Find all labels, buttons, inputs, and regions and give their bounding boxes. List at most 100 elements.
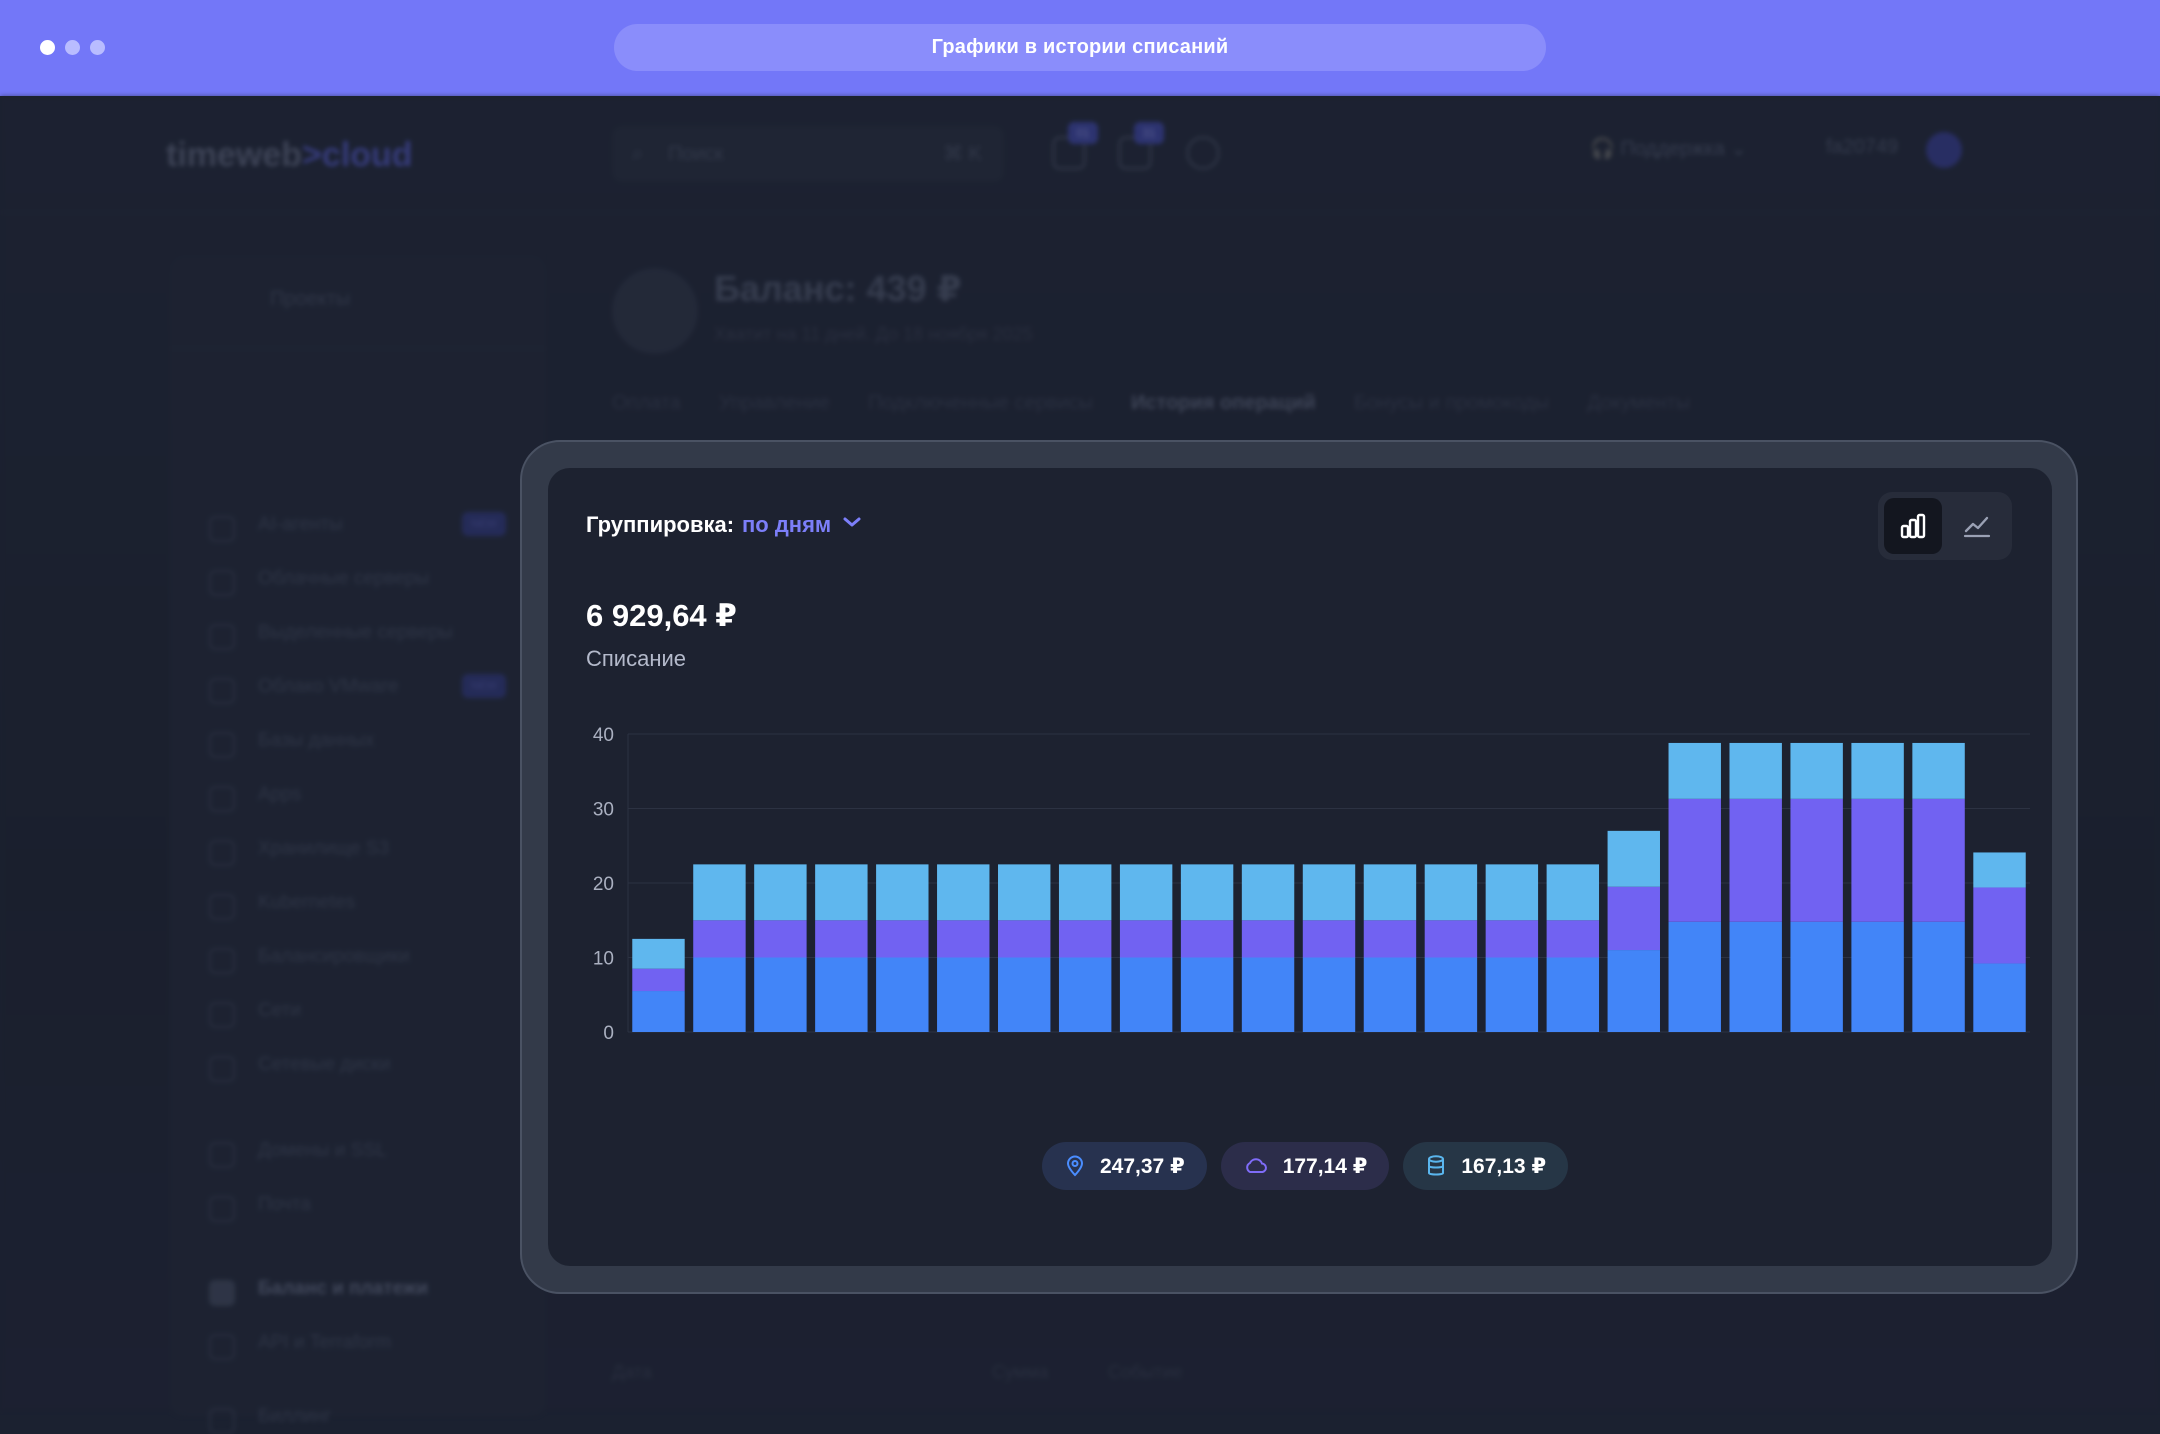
new-badge: NEW (462, 512, 506, 536)
sidebar-item-s3[interactable]: Хранилище S3 (208, 838, 389, 866)
tabs: Оплата Управление Подключенные сервисы И… (612, 392, 1690, 415)
sidebar-item-networks[interactable]: Сети (209, 1000, 301, 1028)
x-tick-label: 21.10 (1000, 1052, 1048, 1054)
support-menu[interactable]: 🎧 Поддержка ⌄ (1590, 138, 1748, 160)
x-tick-label: 04.11 (1855, 1052, 1901, 1054)
sidebar-item-balance[interactable]: Баланс и платежи (208, 1278, 428, 1306)
legend-value: 167,13 ₽ (1461, 1154, 1547, 1178)
sidebar-item-ai-agents[interactable]: AI-агенты (209, 514, 343, 542)
bar-segment (937, 864, 990, 921)
chevron-down-icon[interactable] (840, 510, 864, 534)
balance-title: Баланс: 439 ₽ (714, 268, 962, 309)
search-icon: ⌕ (632, 143, 644, 165)
bar-segment (1973, 963, 2026, 1032)
x-tick-label: 17.10 (757, 1052, 805, 1054)
y-tick-label: 0 (603, 1023, 614, 1044)
sidebar-item-apps[interactable]: Apps (208, 784, 301, 812)
total-caption: Списание (586, 646, 686, 671)
bar-segment (754, 920, 807, 958)
column-amount: Сумма (992, 1362, 1049, 1382)
bar-segment (998, 864, 1051, 921)
bar-segment (1119, 920, 1173, 958)
window-dot-close[interactable] (40, 40, 55, 55)
y-tick-label: 20 (593, 874, 614, 895)
avatar[interactable] (1926, 132, 1962, 168)
bar-chart-icon (1900, 513, 1926, 539)
legend-item-database: 167,13 ₽ (1403, 1142, 1569, 1190)
sidebar-item-billing[interactable]: Биллинг (208, 1406, 331, 1434)
sidebar-item-kubernetes[interactable]: Kubernetes (208, 892, 355, 920)
tab-history[interactable]: История операций (1131, 392, 1316, 414)
bar-segment (876, 864, 929, 921)
sidebar-item-vmware[interactable]: Облако VMware (209, 676, 399, 704)
bar-segment (1485, 864, 1539, 921)
sidebar-item-balancers[interactable]: Балансировщики (209, 946, 410, 974)
window-title: Графики в истории списаний (614, 24, 1546, 71)
bar-segment (1668, 798, 1721, 922)
location-pin-icon (1066, 1155, 1084, 1177)
balance-subtitle: Хватит на 11 дней. До 18 ноября 2025 (714, 324, 1033, 344)
search-input[interactable]: ⌕ Поиск ⌘ K (612, 126, 1004, 182)
bar-chart-button[interactable] (1884, 498, 1942, 554)
window-dot-minimize[interactable] (65, 40, 80, 55)
column-date: Дата (612, 1362, 652, 1382)
window-title-bar: Графики в истории списаний (0, 0, 2160, 96)
sidebar-item-api[interactable]: API и Terraform (208, 1332, 391, 1360)
tab-services[interactable]: Подключенные сервисы (868, 392, 1094, 414)
bar-segment (632, 938, 685, 969)
bar-segment (1180, 864, 1234, 921)
legend-item-cloud: 177,14 ₽ (1220, 1142, 1390, 1190)
chart-type-toggle (1878, 492, 2012, 560)
bar-segment (998, 957, 1051, 1032)
grouping-dropdown[interactable]: по дням (742, 512, 832, 537)
bar-segment (1241, 920, 1295, 958)
project-label: Проекты (270, 288, 351, 310)
database-icon (1428, 1155, 1445, 1176)
logo: timeweb>cloud (166, 136, 413, 174)
bar-segment (815, 920, 868, 958)
stacked-bar-chart: 0 10 20 30 40 15.10 17.10 19.10 21.10 23.10 25.10 2… (593, 725, 2030, 1054)
bar-segment (1790, 742, 1843, 799)
bar-segment (1546, 864, 1600, 921)
sidebar-item-databases[interactable]: Базы данных (208, 730, 374, 758)
bar-segment (754, 864, 807, 921)
x-tick-label: 29.10 (1488, 1052, 1536, 1054)
sidebar-item-domains[interactable]: Домены и SSL (209, 1140, 387, 1168)
y-tick-label: 10 (593, 949, 614, 970)
user-add-icon[interactable] (1186, 136, 1220, 170)
bar-segment (1180, 920, 1234, 958)
bar-segment (693, 864, 746, 921)
window-dot-maximize[interactable] (90, 40, 105, 55)
bar-segment (1607, 950, 1660, 1032)
sidebar-item-dedicated-servers[interactable]: Выделенные серверы (209, 622, 453, 650)
line-chart-button[interactable] (1948, 498, 2006, 554)
x-tick-label: 31.10 (1610, 1052, 1658, 1054)
tab-payment[interactable]: Оплата (612, 392, 681, 414)
project-selector[interactable]: Проекты (170, 256, 546, 349)
bar-segment (1851, 921, 1904, 1032)
sidebar-item-mail[interactable]: Почта (209, 1194, 311, 1222)
x-tick-label: 06.11 (1976, 1052, 2022, 1054)
tab-documents[interactable]: Документы (1587, 392, 1691, 414)
logo-main: timeweb (166, 136, 303, 174)
tab-bonuses[interactable]: Бонусы и промокоды (1353, 392, 1550, 414)
x-tick-label: 25.10 (1244, 1052, 1292, 1054)
bar-segment (1424, 920, 1478, 958)
account-menu[interactable]: fa20749 (1826, 136, 1899, 158)
bar-segment (1729, 921, 1782, 1032)
chart-modal: Группировка: по дням 6 929,64 ₽ Списание… (548, 468, 2052, 1266)
bar-segment (1851, 742, 1904, 799)
bar-segment (1363, 920, 1417, 958)
column-event: Событие (1108, 1362, 1183, 1382)
bar-segment (876, 957, 929, 1032)
bar-segment (1607, 830, 1660, 887)
support-label: Поддержка (1620, 138, 1725, 160)
search-shortcut: ⌘ K (943, 143, 982, 165)
bar-segment (1424, 957, 1478, 1032)
sidebar-item-network-disks[interactable]: Сетевые диски (208, 1054, 390, 1082)
tab-management[interactable]: Управление (718, 392, 830, 414)
bar-segment (1180, 957, 1234, 1032)
sidebar-item-cloud-servers[interactable]: Облачные серверы (208, 568, 429, 596)
bar-segment (1302, 920, 1356, 958)
bar-segment (1729, 798, 1782, 922)
